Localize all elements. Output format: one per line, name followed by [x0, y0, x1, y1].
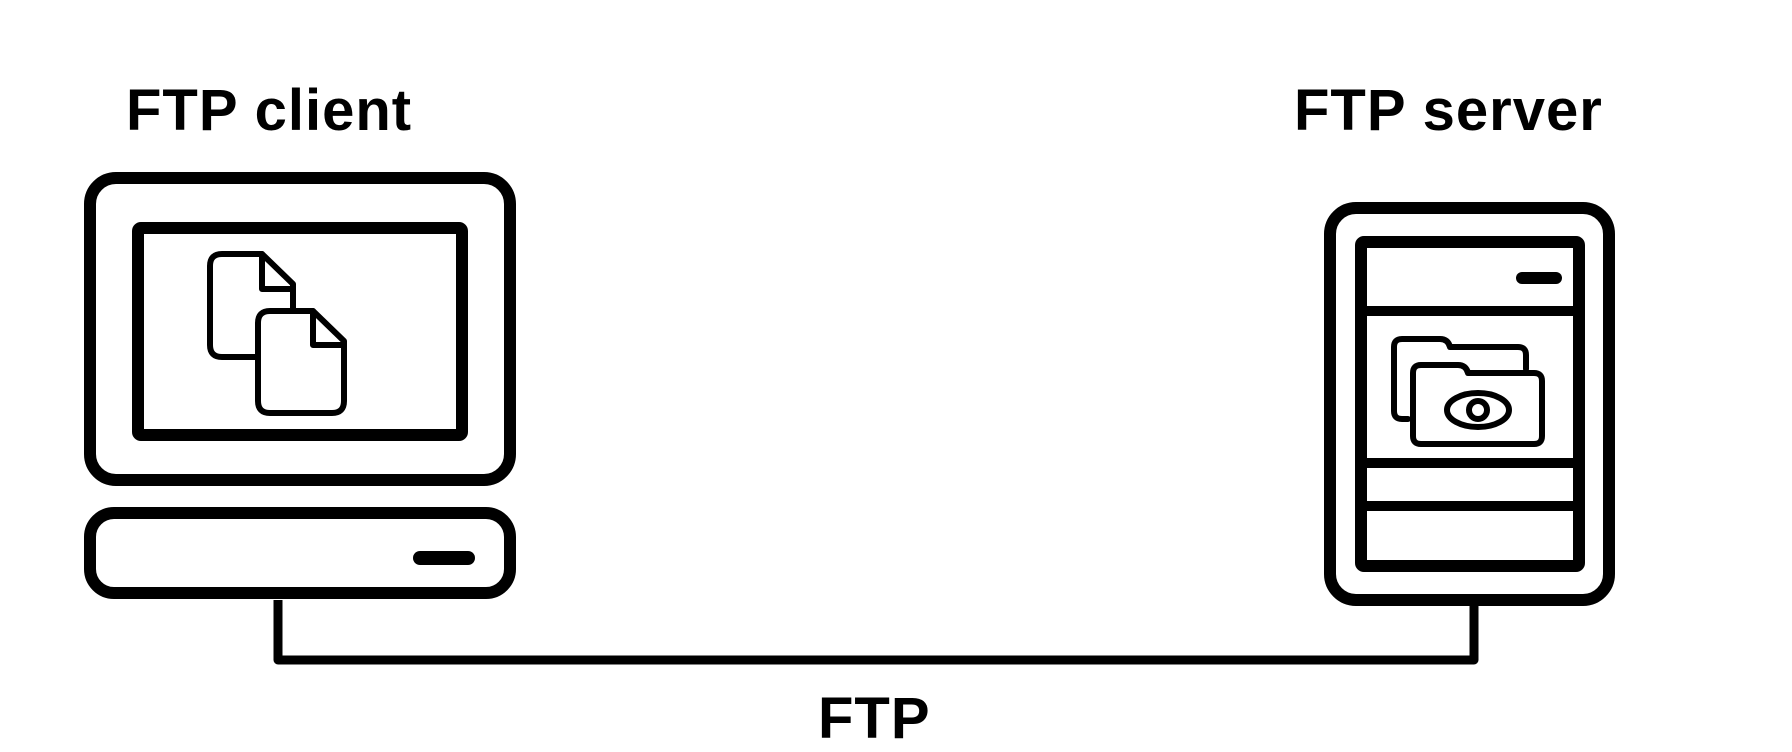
ftp-connection-label: FTP	[818, 686, 931, 751]
folder-eye-icon	[1391, 336, 1545, 447]
computer-monitor-icon	[84, 172, 516, 486]
desktop-base-icon	[84, 507, 516, 599]
documents-icon	[207, 251, 347, 416]
client-computer-icon	[84, 172, 516, 599]
ftp-connection-line	[273, 600, 1479, 665]
ftp-client-label: FTP client	[126, 78, 413, 143]
ftp-server-label: FTP server	[1294, 78, 1603, 143]
